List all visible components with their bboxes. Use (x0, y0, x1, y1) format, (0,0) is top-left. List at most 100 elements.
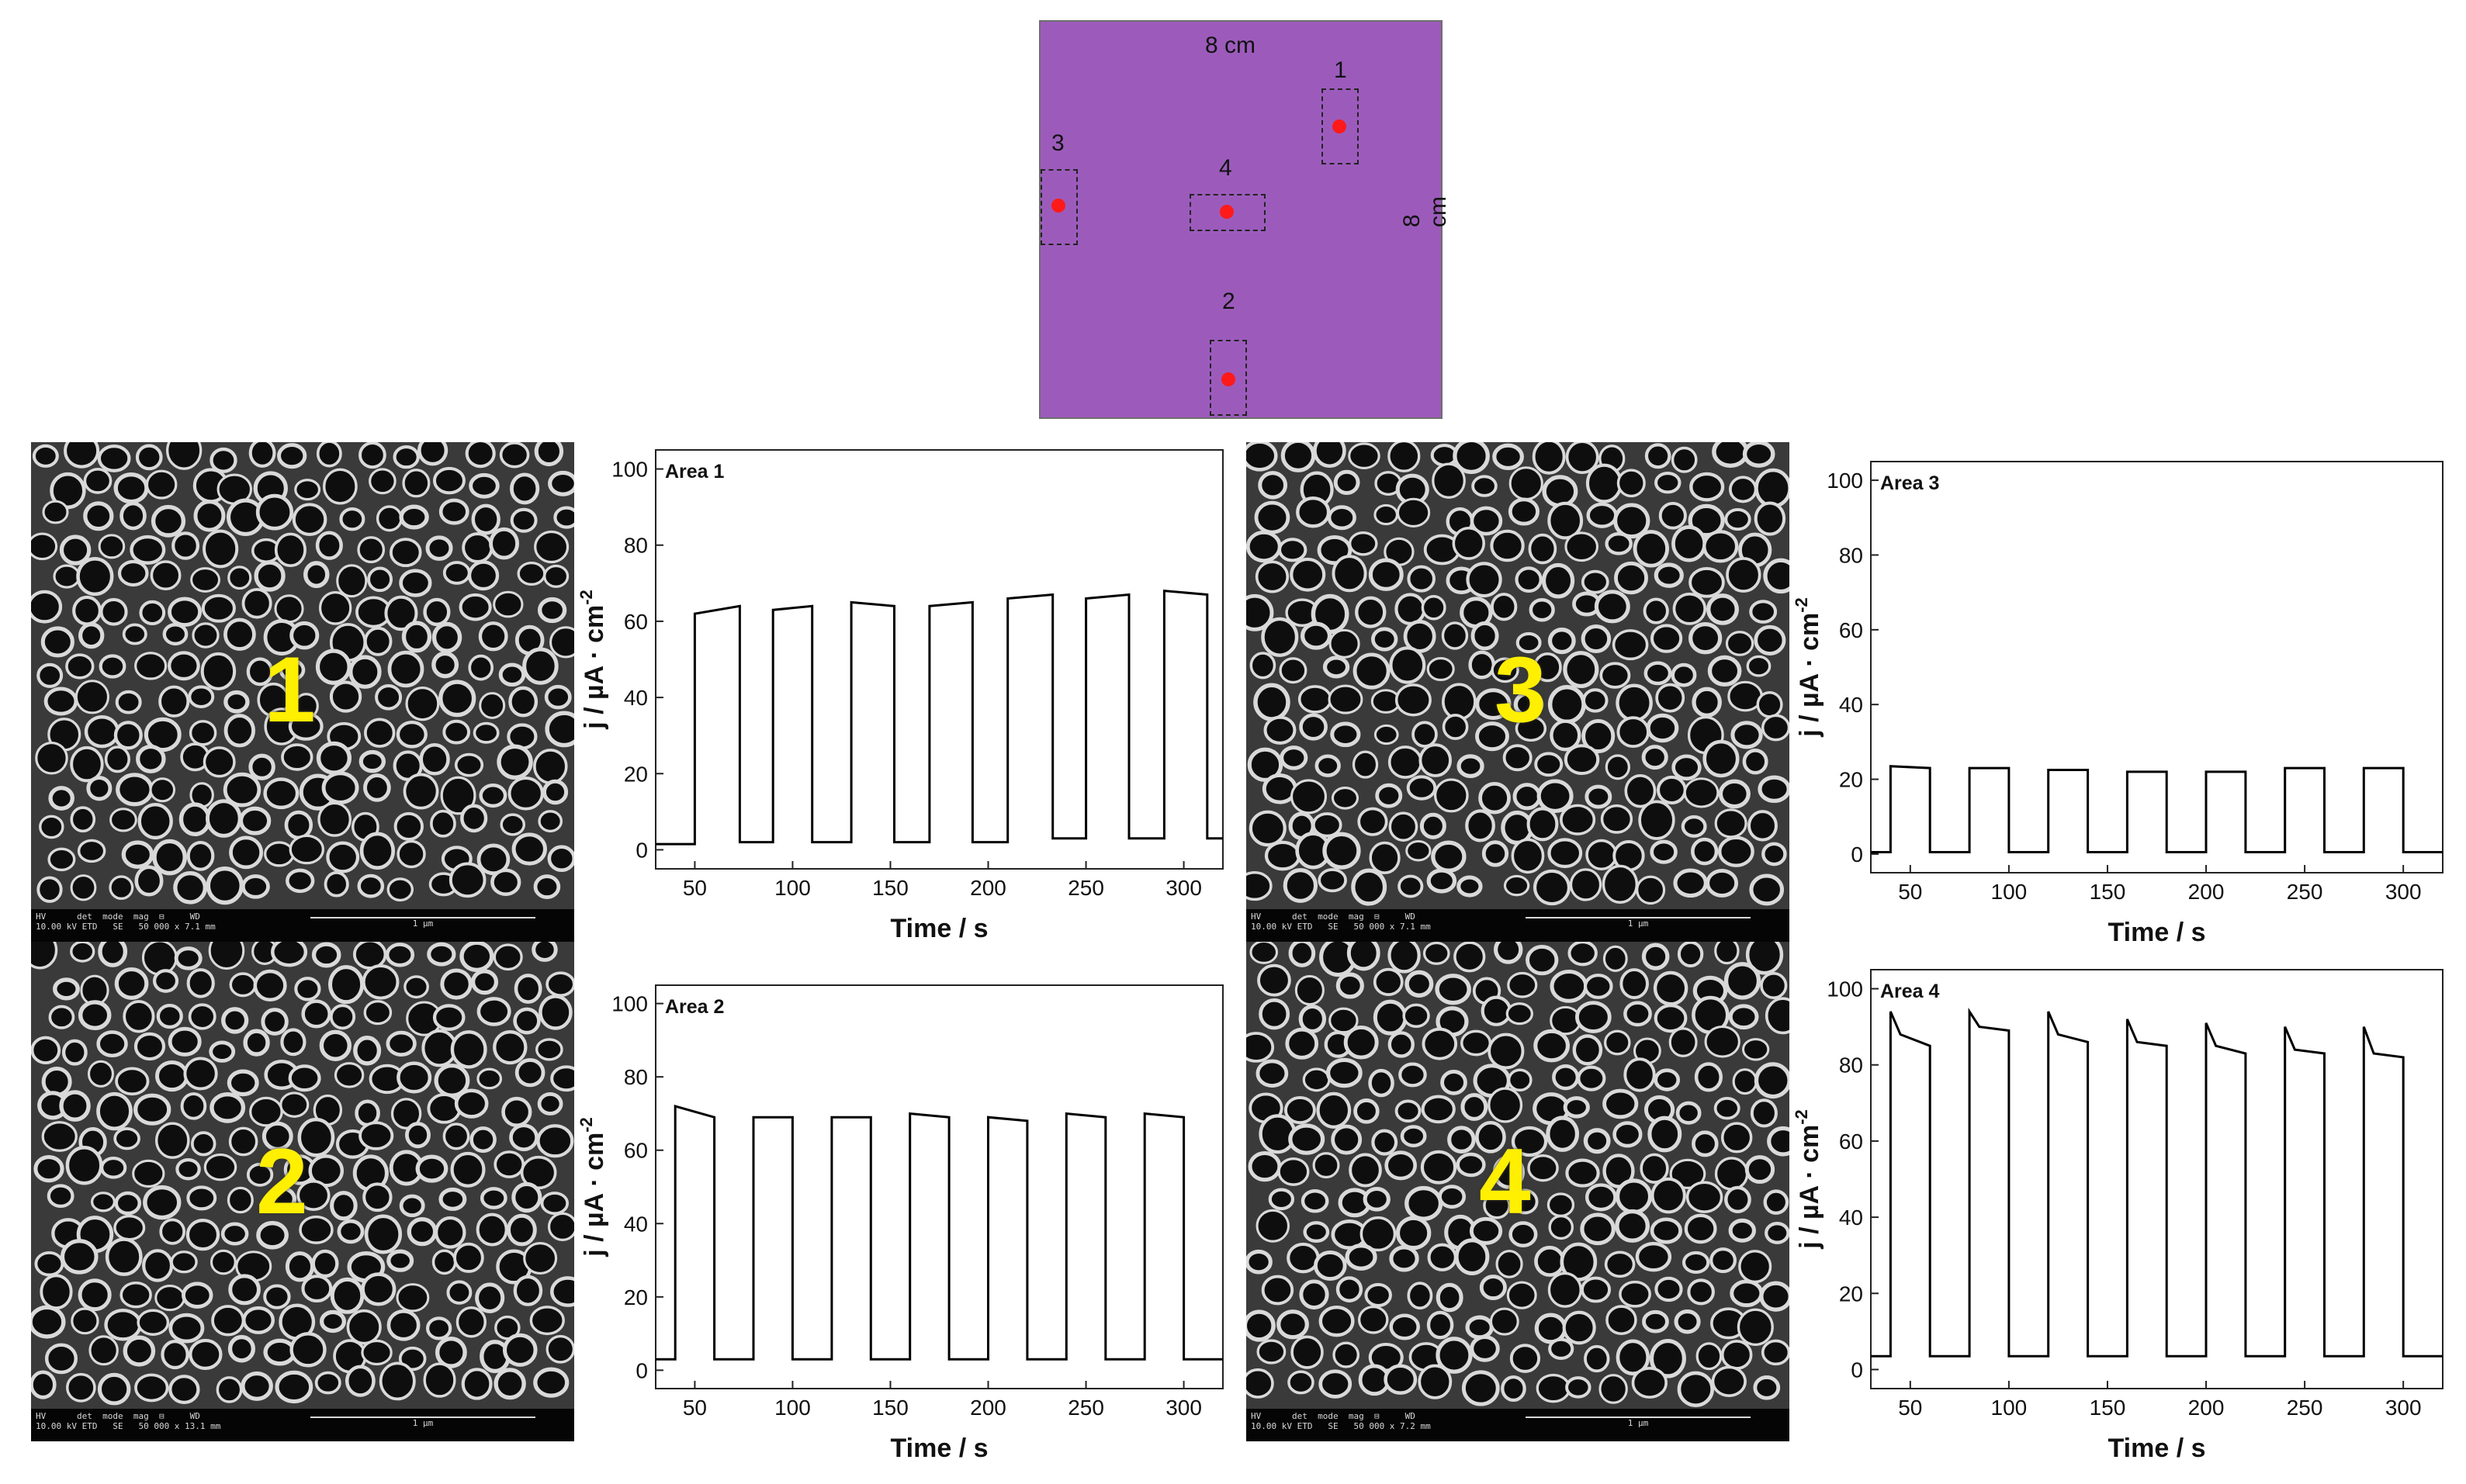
chart-area-2: 50 100 150 200 250 300 0 20 40 60 80 100 Area 2 Time … (574, 977, 1246, 1474)
nanotube-ring (460, 804, 488, 833)
y-tick-label: 60 (624, 1139, 648, 1163)
nanotube-ring (534, 530, 570, 564)
scale-bar-label: 1 µm (412, 1418, 434, 1428)
nanotube-ring (1581, 1276, 1612, 1303)
nanotube-ring (440, 968, 473, 1000)
nanotube-ring (1478, 782, 1511, 815)
nanotube-ring (1468, 650, 1496, 680)
nanotube-ring (114, 967, 149, 1000)
nanotube-ring (544, 684, 572, 710)
nanotube-ring (242, 1306, 275, 1334)
nanotube-ring (1318, 1305, 1355, 1337)
scale-bar-label: 1 µm (1627, 1418, 1649, 1428)
nanotube-ring (119, 501, 147, 531)
sem-texture (31, 942, 574, 1409)
nanotube-ring (1565, 442, 1599, 475)
nanotube-ring (1714, 1157, 1749, 1191)
nanotube-ring (246, 657, 274, 687)
nanotube-ring (539, 995, 573, 1030)
nanotube-ring (1650, 1177, 1686, 1214)
nanotube-ring (1373, 999, 1408, 1036)
nanotube-ring (1318, 868, 1347, 893)
nanotube-ring (401, 621, 432, 653)
nanotube-ring (1565, 1158, 1600, 1188)
nanotube-ring (1742, 442, 1775, 468)
nanotube-ring (389, 538, 422, 568)
nanotube-ring (359, 832, 396, 870)
nanotube-ring (1753, 1375, 1781, 1400)
chart-title: Area 4 (1880, 981, 1940, 1002)
nanotube-ring (150, 560, 182, 591)
chart-svg: 50 100 150 200 250 300 0 20 40 60 80 100 Area 3 Time … (1792, 461, 2443, 947)
nanotube-ring (479, 784, 507, 808)
nanotube-ring (1313, 442, 1346, 469)
nanotube-ring (1706, 868, 1739, 898)
nanotube-ring (1296, 496, 1331, 528)
nanotube-ring (1452, 527, 1485, 560)
nanotube-ring (1422, 942, 1450, 965)
nanotube-ring (538, 810, 563, 833)
area-2-marker (1221, 372, 1235, 386)
nanotube-ring (375, 684, 403, 711)
nanotube-ring (50, 472, 86, 510)
nanotube-ring (1672, 592, 1707, 625)
nanotube-ring (152, 839, 187, 876)
nanotube-ring (1581, 719, 1616, 754)
nanotube-ring (1575, 1001, 1612, 1033)
sem-texture (1246, 942, 1789, 1409)
nanotube-ring (113, 1214, 146, 1241)
nanotube-ring (543, 564, 570, 588)
nanotube-ring (399, 569, 432, 597)
nanotube-ring (47, 1184, 74, 1209)
nanotube-ring (1453, 442, 1490, 474)
nanotube-ring (1534, 752, 1564, 777)
nanotube-ring (274, 594, 304, 624)
nanotube-ring (1505, 1002, 1533, 1026)
nanotube-ring (1615, 1209, 1650, 1243)
nanotube-ring (1373, 503, 1399, 526)
x-tick-label: 50 (683, 876, 707, 900)
nanotube-ring (1681, 815, 1707, 838)
nanotube-ring (1526, 807, 1559, 842)
nanotube-ring (1548, 1337, 1574, 1361)
nanotube-ring (1547, 685, 1586, 725)
nanotube-ring (1280, 745, 1308, 770)
x-tick-label: 100 (774, 876, 811, 900)
nanotube-ring (1563, 651, 1599, 689)
nanotube-ring (1702, 739, 1740, 778)
nanotube-ring (364, 718, 396, 748)
nanotube-ring (114, 1191, 142, 1216)
nanotube-ring (396, 720, 428, 749)
nanotube-ring (96, 1091, 133, 1131)
nanotube-ring (1612, 1121, 1643, 1148)
nanotube-ring (1418, 743, 1453, 777)
nanotube-ring (1422, 1027, 1458, 1060)
nanotube-ring (376, 505, 403, 532)
nanotube-ring (1565, 1376, 1591, 1399)
nanotube-ring (1685, 1181, 1723, 1213)
nanotube-ring (109, 875, 134, 900)
y-tick-label: 60 (1839, 1129, 1863, 1154)
nanotube-ring (280, 1028, 307, 1057)
nanotube-ring (116, 773, 154, 807)
nanotube-ring (83, 501, 114, 531)
nanotube-ring (1249, 810, 1287, 847)
nanotube-ring (513, 1275, 543, 1306)
nanotube-ring (399, 504, 429, 530)
nanotube-ring (363, 1000, 393, 1026)
nanotube-ring (1509, 1344, 1541, 1373)
nanotube-ring (41, 1121, 78, 1152)
nanotube-ring (533, 874, 561, 899)
y-tick-label: 80 (1839, 543, 1863, 567)
nanotube-ring (1533, 869, 1571, 906)
nanotube-ring (1311, 812, 1342, 838)
nanotube-ring (1471, 475, 1498, 497)
nanotube-ring (1759, 1281, 1789, 1312)
nanotube-ring (1585, 839, 1618, 871)
y-axis-label: j / µA · cm-2 (1792, 597, 1824, 738)
nanotube-ring (1440, 1070, 1467, 1095)
nanotube-ring (275, 1370, 313, 1404)
nanotube-ring (550, 1065, 574, 1092)
nanotube-ring (1654, 471, 1682, 494)
nanotube-ring (271, 942, 308, 967)
